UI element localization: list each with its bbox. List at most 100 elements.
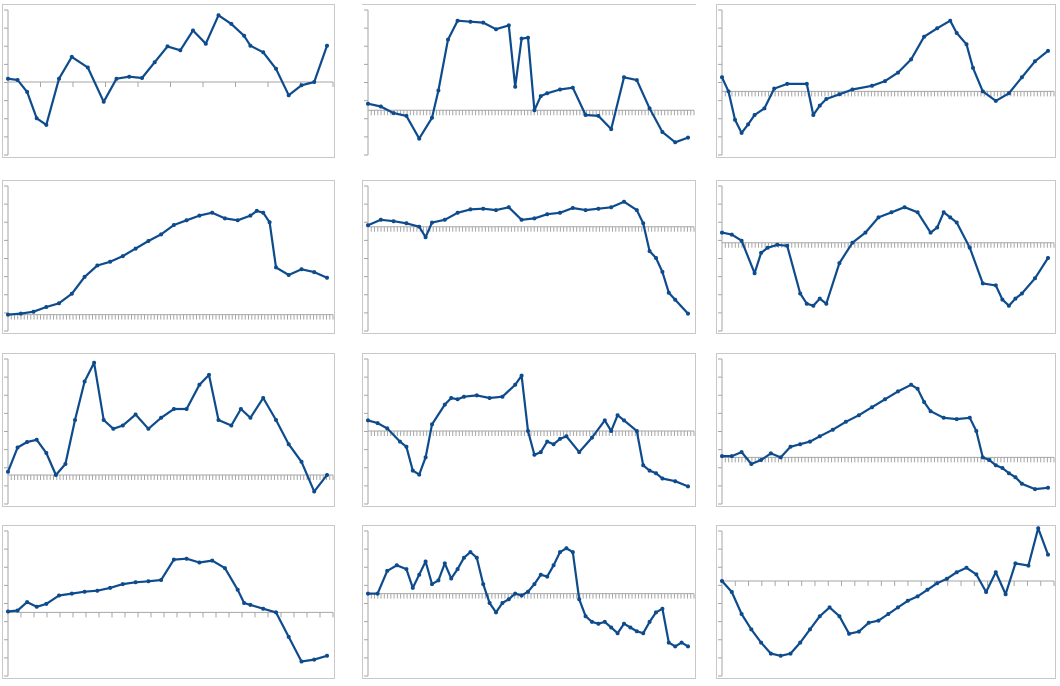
data-point: [1003, 592, 1008, 597]
data-point: [798, 291, 803, 296]
data-point: [417, 472, 422, 477]
data-point: [686, 644, 690, 649]
data-point: [366, 101, 370, 106]
data-point: [622, 621, 626, 626]
data-point: [261, 606, 266, 611]
data-point: [1046, 256, 1050, 260]
data-point: [896, 389, 900, 394]
data-point: [909, 382, 914, 387]
data-point: [417, 572, 422, 577]
data-point: [765, 245, 770, 250]
data-point: [462, 394, 466, 399]
data-point: [570, 85, 575, 90]
data-point: [171, 223, 176, 227]
data-point: [856, 413, 861, 418]
data-point: [596, 206, 601, 211]
data-point: [15, 608, 20, 613]
data-point: [468, 19, 473, 24]
data-point: [558, 210, 562, 215]
data-point: [768, 651, 773, 656]
data-point: [987, 458, 992, 462]
data-point: [660, 130, 665, 134]
data-point: [788, 651, 793, 656]
data-point: [545, 439, 550, 444]
data-point: [654, 256, 658, 260]
data-point: [506, 597, 511, 602]
line-chart-1: [2, 4, 335, 158]
data-point: [312, 80, 317, 84]
data-point: [532, 582, 537, 587]
series-line: [6, 209, 329, 316]
data-point: [666, 290, 671, 295]
data-point: [229, 423, 234, 428]
data-point: [34, 437, 39, 442]
data-point: [941, 210, 946, 215]
data-point: [811, 303, 816, 308]
data-point: [928, 230, 933, 235]
data-point: [622, 199, 626, 204]
data-point: [385, 426, 390, 431]
data-point: [609, 625, 614, 630]
data-point: [216, 418, 221, 422]
data-point: [866, 620, 871, 625]
data-point: [660, 476, 665, 481]
data-point: [526, 35, 530, 40]
data-point: [430, 115, 434, 120]
data-point: [481, 20, 486, 25]
data-point: [299, 267, 304, 272]
data-point: [267, 220, 272, 225]
data-point: [1006, 303, 1011, 308]
data-point: [191, 28, 195, 33]
data-point: [404, 113, 409, 118]
data-point: [159, 578, 164, 582]
data-point: [974, 572, 979, 577]
data-point: [69, 591, 74, 596]
data-point: [824, 301, 829, 306]
data-point: [752, 271, 757, 276]
data-point: [980, 89, 985, 94]
data-point: [673, 297, 678, 302]
data-point: [299, 659, 304, 664]
data-point: [993, 98, 998, 103]
data-point: [746, 122, 751, 127]
data-point: [909, 57, 914, 62]
data-point: [82, 589, 87, 594]
data-point: [1013, 475, 1018, 480]
data-point: [519, 36, 524, 41]
data-point: [641, 631, 646, 636]
data-point: [474, 555, 479, 560]
line-chart-7: [2, 353, 335, 507]
data-point: [207, 372, 211, 377]
data-point: [583, 614, 588, 619]
data-point: [92, 360, 97, 365]
data-point: [609, 429, 614, 433]
data-point: [127, 74, 132, 79]
data-point: [274, 66, 278, 71]
data-point: [915, 386, 920, 391]
data-point: [391, 111, 396, 116]
data-point: [964, 42, 969, 47]
data-point: [325, 43, 329, 48]
data-point: [772, 86, 777, 91]
data-point: [404, 221, 409, 226]
data-point: [660, 269, 665, 274]
data-point: [1000, 297, 1005, 302]
data-point: [171, 407, 176, 411]
data-point: [95, 263, 100, 268]
data-point: [739, 238, 744, 243]
data-point: [647, 619, 652, 624]
data-point: [248, 43, 253, 48]
data-point: [896, 70, 900, 75]
data-point: [222, 216, 227, 221]
data-point: [455, 18, 460, 23]
data-point: [925, 587, 930, 592]
plot-frame: [2, 353, 335, 507]
data-point: [286, 442, 291, 447]
data-point: [558, 550, 562, 555]
data-point: [44, 305, 49, 309]
data-point: [325, 473, 329, 477]
data-point: [238, 407, 243, 411]
data-point: [733, 117, 737, 122]
series-line: [720, 206, 1050, 307]
data-point: [210, 210, 215, 215]
